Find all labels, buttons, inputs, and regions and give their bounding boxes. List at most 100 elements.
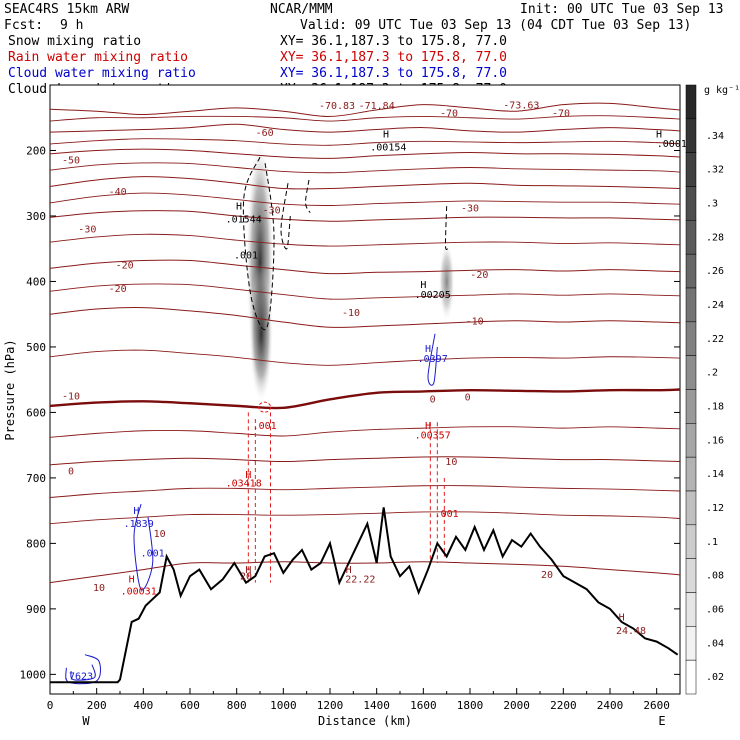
colorbar-bin	[685, 389, 697, 424]
max-value-label: .1839	[124, 519, 154, 530]
max-h-mark: H	[656, 129, 662, 140]
max-h-mark: H	[619, 613, 625, 624]
max-value-label: 22.22	[345, 575, 375, 586]
x-tick-label: 200	[87, 699, 107, 712]
ice-plume-west-core	[249, 263, 274, 404]
temperature-contour	[49, 115, 681, 122]
max-value-label: .001	[435, 509, 459, 520]
ice-plume-east	[438, 241, 455, 322]
plot-frame	[49, 84, 681, 695]
temperature-contour	[49, 349, 681, 366]
x-tick-label: 2000	[503, 699, 530, 712]
max-value-label: .001	[253, 421, 277, 432]
contour-label: 0	[465, 393, 471, 404]
x-tick-label: 1000	[270, 699, 297, 712]
colorbar-tick-label: .14	[706, 469, 724, 480]
contour-label: 10	[154, 529, 166, 540]
colorbar-tick-label: .24	[706, 300, 724, 311]
cloud-water-contour	[70, 664, 96, 681]
x-axis-title: Distance (km)	[318, 714, 412, 728]
contour-label: -40	[109, 187, 127, 198]
contour-label: -30	[263, 205, 281, 216]
x-tick-label: 600	[180, 699, 200, 712]
temperature-contour	[49, 485, 681, 498]
y-tick-label: 900	[26, 603, 46, 616]
colorbar-tick-label: .08	[706, 571, 724, 582]
temperature-contour	[49, 123, 681, 133]
colorbar-tick-label: .32	[706, 165, 724, 176]
temperature-contour	[49, 456, 681, 466]
colorbar-bin	[685, 592, 697, 627]
colorbar-bin	[685, 84, 697, 120]
x-tick-label: 800	[227, 699, 247, 712]
legend-field-name: Snow mixing ratio	[8, 34, 141, 49]
colorbar-bin	[685, 558, 697, 593]
y-tick-label: 700	[26, 472, 46, 485]
contour-label: -20	[470, 270, 488, 281]
y-tick-label: 300	[26, 210, 46, 223]
colorbar-bin	[685, 186, 697, 221]
max-value-label: .001	[141, 548, 165, 559]
max-h-mark: H	[236, 201, 242, 212]
forecast-label: Fcst:	[4, 18, 43, 33]
colorbar-bin	[685, 355, 697, 390]
colorbar-bin	[685, 287, 697, 323]
y-tick-label: 400	[26, 275, 46, 288]
x-tick-label: 1200	[317, 699, 344, 712]
snow-contour	[444, 206, 449, 251]
terrain-profile	[50, 507, 679, 684]
colorbar-bin	[685, 456, 697, 492]
contour-label: -10	[62, 391, 80, 402]
max-h-mark: H	[425, 421, 431, 432]
y-tick-label: 200	[26, 144, 46, 157]
max-value-label: .001	[234, 251, 258, 262]
colorbar-unit: g kg⁻¹	[704, 85, 740, 96]
legend-field-xy: XY= 36.1,187.3 to 175.8, 77.0	[280, 34, 507, 49]
colorbar-bin	[685, 490, 697, 526]
temperature-contour	[49, 148, 681, 159]
contour-label: -30	[78, 224, 96, 235]
temperature-contour	[49, 162, 681, 174]
colorbar-bin	[685, 659, 697, 695]
contour-label: 0	[68, 467, 74, 478]
temperature-contour	[49, 283, 681, 300]
model-title: SEAC4RS 15km ARW	[4, 2, 129, 17]
cloud-water-contour	[427, 333, 438, 386]
rain-contour	[258, 401, 272, 413]
cloud-water-contour	[65, 654, 101, 685]
contour-label: -73.63	[503, 101, 539, 112]
y-tick-label: 500	[26, 341, 46, 354]
temperature-contour	[49, 192, 681, 206]
max-h-mark: H	[383, 129, 389, 140]
x-tick-label: 0	[47, 699, 54, 712]
x-tick-label: 1600	[410, 699, 437, 712]
temperature-contour	[49, 511, 681, 525]
max-value-label: .00205	[415, 290, 451, 301]
y-axis-title: Pressure (hPa)	[3, 339, 17, 440]
snow-contour	[242, 156, 275, 331]
terrain-line	[50, 507, 679, 684]
contour-label: -70	[552, 108, 570, 119]
contour-label: -70	[440, 108, 458, 119]
colorbar: g kg⁻¹ .34 .32 .3 .28 .26 .24 .22 .2 .18 .16 .14 .12…	[685, 84, 740, 695]
snow-contour	[280, 183, 291, 250]
contour-label: -20	[109, 284, 127, 295]
x-tick-label: 400	[133, 699, 153, 712]
colorbar-bin	[685, 118, 697, 153]
colorbar-bin	[685, 423, 697, 458]
contour-label: 10	[445, 457, 457, 468]
legend-field-name: Rain water mixing ratio	[8, 50, 188, 65]
max-h-mark: H	[245, 565, 251, 576]
west-label: W	[82, 714, 90, 728]
max-h-mark: H	[425, 344, 431, 355]
colorbar-tick-label: .12	[706, 503, 724, 514]
max-value-label: .00031	[121, 586, 157, 597]
temperature-contour	[49, 233, 681, 247]
x-tick-label: 2200	[550, 699, 577, 712]
contour-label: 20	[240, 571, 252, 582]
east-label: E	[658, 714, 665, 728]
max-value-label: .00357	[415, 431, 451, 442]
y-tick-label: 800	[26, 537, 46, 550]
max-value-label: .03418	[226, 478, 262, 489]
